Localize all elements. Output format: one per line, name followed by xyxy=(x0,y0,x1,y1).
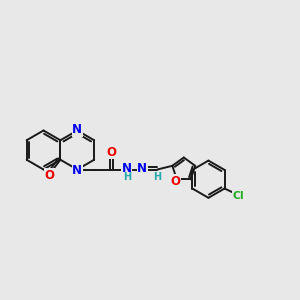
Text: O: O xyxy=(107,146,117,159)
Text: N: N xyxy=(72,164,82,177)
Text: N: N xyxy=(72,123,82,136)
Text: N: N xyxy=(122,162,132,176)
Text: O: O xyxy=(44,169,54,182)
Text: H: H xyxy=(123,172,131,182)
Text: H: H xyxy=(153,172,161,182)
Text: Cl: Cl xyxy=(232,191,244,201)
Text: N: N xyxy=(137,162,147,176)
Text: O: O xyxy=(170,175,180,188)
